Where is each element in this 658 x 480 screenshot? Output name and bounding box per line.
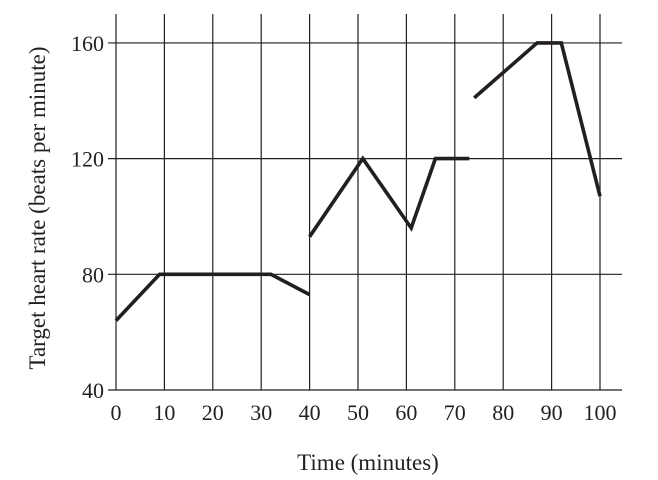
- x-tick-label: 60: [395, 400, 417, 425]
- series: [114, 41, 602, 322]
- x-tick-label: 50: [347, 400, 369, 425]
- x-tick-label: 0: [111, 400, 122, 425]
- heart-rate-segment-2: [308, 155, 470, 238]
- heart-rate-segment-3: [473, 41, 602, 197]
- y-tick-label: 80: [82, 262, 104, 287]
- y-tick-label: 120: [71, 147, 104, 172]
- x-tick-label: 30: [250, 400, 272, 425]
- heart-rate-segment-1: [114, 272, 311, 322]
- y-tick-label: 160: [71, 31, 104, 56]
- x-tick-label: 70: [444, 400, 466, 425]
- y-axis-title: Target heart rate (beats per minute): [25, 47, 50, 370]
- grid: [108, 14, 622, 391]
- x-tick-label: 90: [541, 400, 563, 425]
- x-tick-label: 80: [492, 400, 514, 425]
- x-tick-labels: 0 10 20 30 40 50 60 70 80 90 100: [111, 400, 617, 425]
- x-tick-label: 40: [299, 400, 321, 425]
- y-tick-label: 40: [82, 378, 104, 403]
- x-axis-title: Time (minutes): [297, 450, 439, 475]
- x-tick-label: 10: [153, 400, 175, 425]
- y-tick-labels: 40 80 120 160: [71, 31, 104, 403]
- x-tick-label: 100: [584, 400, 617, 425]
- x-tick-label: 20: [202, 400, 224, 425]
